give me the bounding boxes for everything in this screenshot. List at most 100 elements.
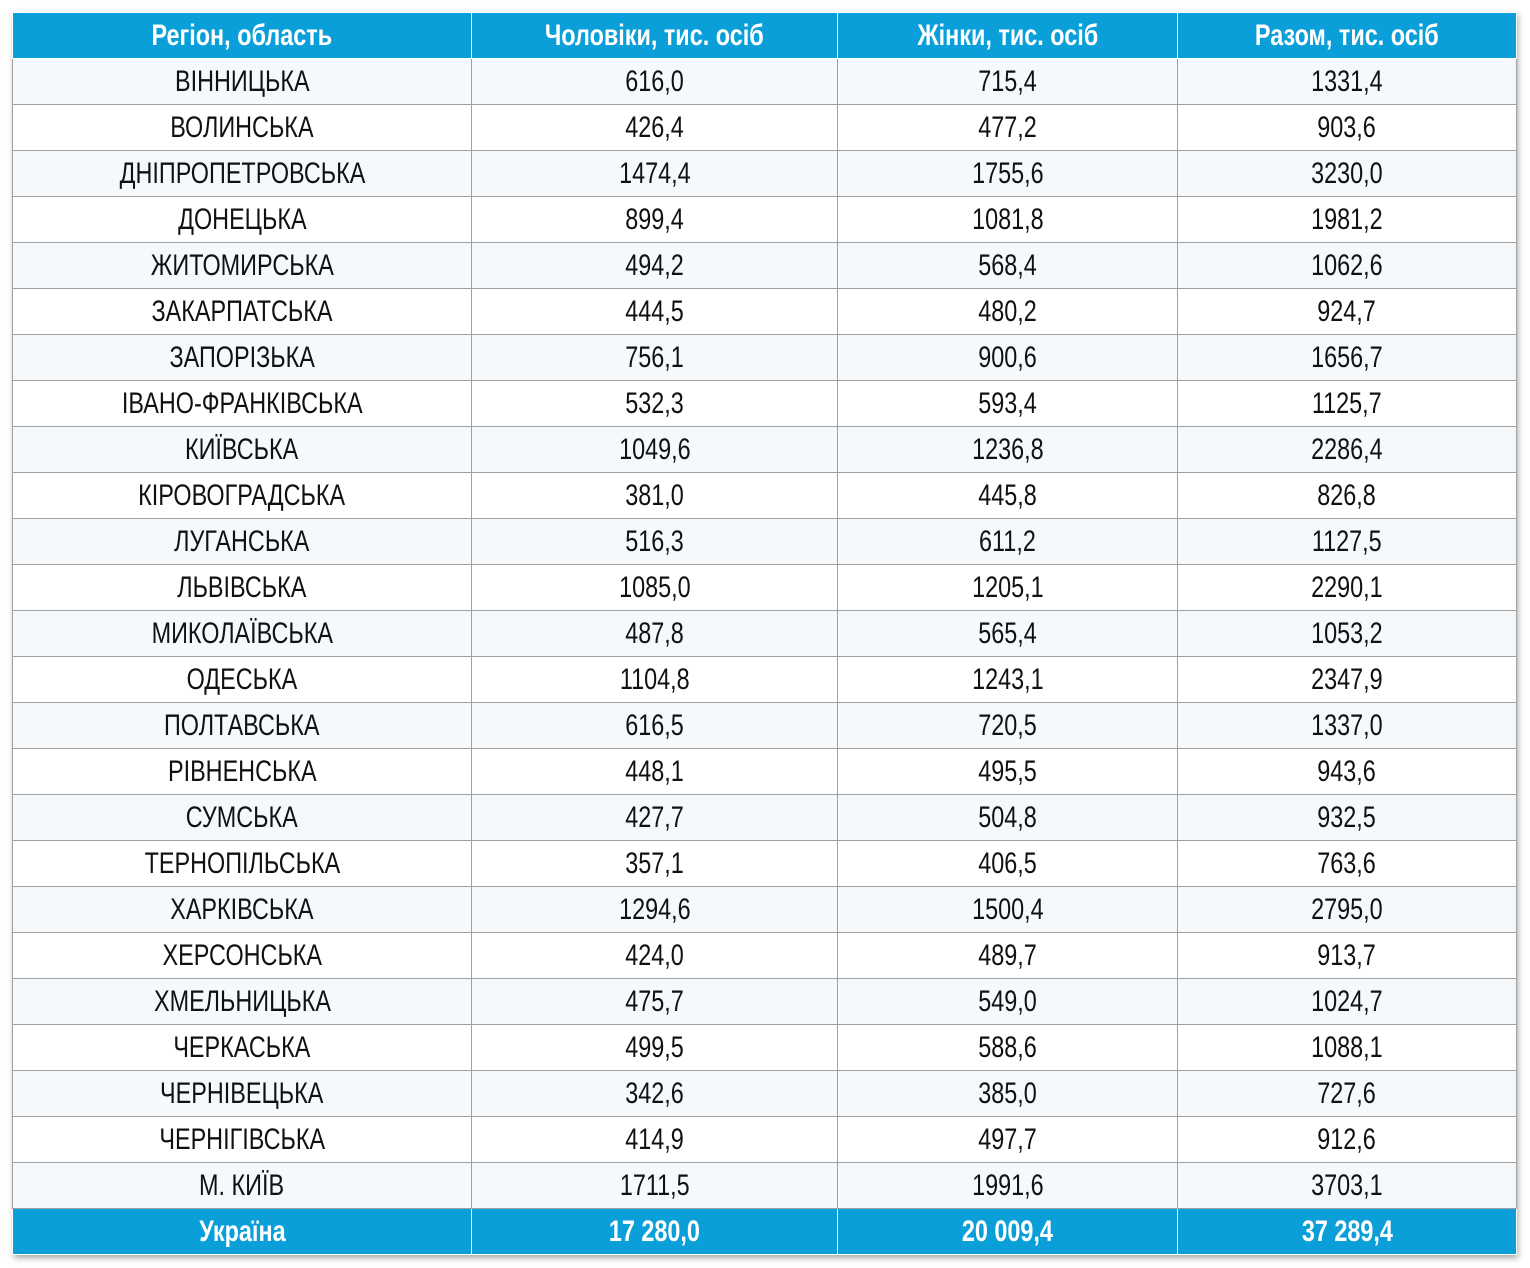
value-cell: 720,5 <box>837 702 1178 749</box>
region-cell: ХЕРСОНСЬКА <box>12 932 472 979</box>
region-cell-text: РІВНЕНСЬКА <box>167 755 317 788</box>
region-cell-text: ВОЛИНСЬКА <box>170 111 314 144</box>
header-cell: Регіон, область <box>12 12 472 59</box>
value-cell: 1474,4 <box>471 150 838 197</box>
value-cell-text: 611,2 <box>979 525 1036 558</box>
value-cell-text: 1656,7 <box>1311 341 1383 374</box>
region-cell: ЧЕРНІГІВСЬКА <box>12 1116 472 1163</box>
value-cell: 903,6 <box>1177 104 1517 151</box>
value-cell-text: 1127,5 <box>1312 525 1382 558</box>
value-cell: 504,8 <box>837 794 1178 841</box>
value-cell: 342,6 <box>471 1070 838 1117</box>
value-cell-text: 549,0 <box>978 985 1037 1018</box>
value-cell-text: 427,7 <box>625 801 684 834</box>
header-cell-text: Разом, тис. осіб <box>1255 19 1439 52</box>
region-cell: ЗАКАРПАТСЬКА <box>12 288 472 335</box>
value-cell-text: 900,6 <box>978 341 1037 374</box>
value-cell: 1125,7 <box>1177 380 1517 427</box>
value-cell-text: 1062,6 <box>1311 249 1383 282</box>
value-cell-text: 381,0 <box>625 479 684 512</box>
value-cell: 516,3 <box>471 518 838 565</box>
value-cell: 2286,4 <box>1177 426 1517 473</box>
total-cell-text: Україна <box>198 1215 286 1248</box>
value-cell-text: 913,7 <box>1317 939 1377 972</box>
value-cell: 568,4 <box>837 242 1178 289</box>
table-row: ВОЛИНСЬКА 426,4 477,2 903,6 <box>12 104 1517 151</box>
table-row: ЛЬВІВСЬКА 1085,0 1205,1 2290,1 <box>12 564 1517 611</box>
value-cell: 1294,6 <box>471 886 838 933</box>
header-cell-text: Регіон, область <box>151 19 333 52</box>
value-cell-text: 2290,1 <box>1311 571 1383 604</box>
value-cell: 424,0 <box>471 932 838 979</box>
value-cell: 477,2 <box>837 104 1178 151</box>
total-cell-text: 37 289,4 <box>1301 1215 1393 1248</box>
value-cell: 932,5 <box>1177 794 1517 841</box>
value-cell-text: 532,3 <box>625 387 684 420</box>
value-cell-text: 406,5 <box>978 847 1037 880</box>
header-cell: Разом, тис. осіб <box>1177 12 1517 59</box>
value-cell-text: 1500,4 <box>971 893 1044 926</box>
table-row: ДНІПРОПЕТРОВСЬКА 1474,4 1755,6 3230,0 <box>12 150 1517 197</box>
region-cell: ХАРКІВСЬКА <box>12 886 472 933</box>
value-cell-text: 1049,6 <box>618 433 691 466</box>
value-cell: 426,4 <box>471 104 838 151</box>
value-cell: 3230,0 <box>1177 150 1517 197</box>
region-cell: ЧЕРНІВЕЦЬКА <box>12 1070 472 1117</box>
region-cell: ЧЕРКАСЬКА <box>12 1024 472 1071</box>
value-cell-text: 475,7 <box>625 985 684 1018</box>
value-cell-text: 1294,6 <box>618 893 691 926</box>
value-cell: 1711,5 <box>471 1162 838 1209</box>
value-cell-text: 616,0 <box>625 65 684 98</box>
value-cell-text: 715,4 <box>978 65 1037 98</box>
value-cell: 445,8 <box>837 472 1178 519</box>
table-row: ЗАПОРІЗЬКА 756,1 900,6 1656,7 <box>12 334 1517 381</box>
value-cell-text: 445,8 <box>978 479 1037 512</box>
footer-row: Україна 17 280,0 20 009,4 37 289,4 <box>12 1208 1517 1255</box>
value-cell: 495,5 <box>837 748 1178 795</box>
value-cell: 611,2 <box>837 518 1178 565</box>
region-cell: ВІННИЦЬКА <box>12 58 472 105</box>
value-cell: 1085,0 <box>471 564 838 611</box>
value-cell: 1656,7 <box>1177 334 1517 381</box>
total-cell: 37 289,4 <box>1177 1208 1517 1255</box>
value-cell: 826,8 <box>1177 472 1517 519</box>
value-cell: 414,9 <box>471 1116 838 1163</box>
header-cell: Жінки, тис. осіб <box>837 12 1178 59</box>
value-cell-text: 1085,0 <box>618 571 691 604</box>
region-cell-text: ТЕРНОПІЛЬСЬКА <box>144 847 340 880</box>
value-cell-text: 497,7 <box>978 1123 1037 1156</box>
value-cell-text: 912,6 <box>1317 1123 1377 1156</box>
region-cell: ДОНЕЦЬКА <box>12 196 472 243</box>
value-cell: 3703,1 <box>1177 1162 1517 1209</box>
value-cell: 1500,4 <box>837 886 1178 933</box>
region-cell: СУМСЬКА <box>12 794 472 841</box>
region-cell-text: КИЇВСЬКА <box>185 433 299 466</box>
value-cell-text: 593,4 <box>978 387 1037 420</box>
table-row: ХАРКІВСЬКА 1294,6 1500,4 2795,0 <box>12 886 1517 933</box>
region-cell-text: ЧЕРНІВЕЦЬКА <box>160 1077 324 1110</box>
table-row: ОДЕСЬКА 1104,8 1243,1 2347,9 <box>12 656 1517 703</box>
value-cell: 1049,6 <box>471 426 838 473</box>
region-cell-text: ЗАПОРІЗЬКА <box>169 341 315 374</box>
value-cell-text: 385,0 <box>978 1077 1037 1110</box>
value-cell-text: 1205,1 <box>971 571 1044 604</box>
region-cell: ОДЕСЬКА <box>12 656 472 703</box>
value-cell-text: 2286,4 <box>1311 433 1383 466</box>
value-cell: 616,5 <box>471 702 838 749</box>
value-cell-text: 756,1 <box>625 341 684 374</box>
value-cell-text: 480,2 <box>978 295 1037 328</box>
table-row: ТЕРНОПІЛЬСЬКА 357,1 406,5 763,6 <box>12 840 1517 887</box>
value-cell-text: 489,7 <box>978 939 1037 972</box>
region-cell: ВОЛИНСЬКА <box>12 104 472 151</box>
value-cell: 427,7 <box>471 794 838 841</box>
value-cell-text: 727,6 <box>1317 1077 1377 1110</box>
region-cell-text: ДНІПРОПЕТРОВСЬКА <box>119 157 365 190</box>
value-cell: 763,6 <box>1177 840 1517 887</box>
region-cell-text: ХАРКІВСЬКА <box>170 893 314 926</box>
value-cell-text: 448,1 <box>625 755 684 788</box>
value-cell-text: 426,4 <box>625 111 684 144</box>
table-row: РІВНЕНСЬКА 448,1 495,5 943,6 <box>12 748 1517 795</box>
value-cell: 616,0 <box>471 58 838 105</box>
value-cell: 480,2 <box>837 288 1178 335</box>
